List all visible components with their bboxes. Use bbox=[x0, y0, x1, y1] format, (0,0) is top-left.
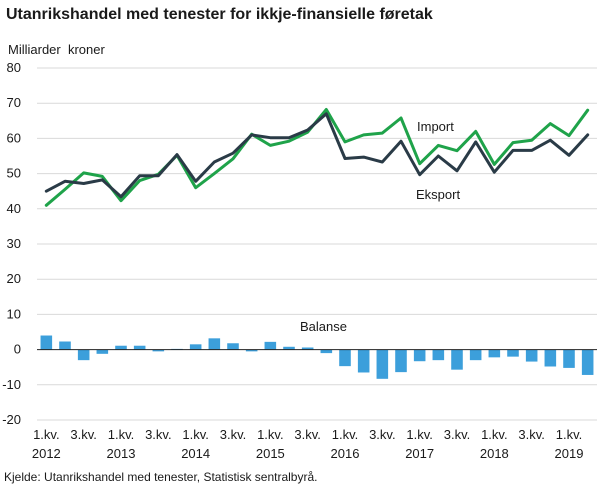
x-tick-label: 3.kv. bbox=[70, 427, 97, 442]
balance-bar bbox=[134, 346, 146, 350]
import-series-label: Import bbox=[417, 119, 454, 134]
x-tick-year-label: 2018 bbox=[480, 446, 509, 461]
x-tick-label: 1.kv. bbox=[182, 427, 209, 442]
y-tick-label: 10 bbox=[7, 306, 21, 321]
source-note: Kjelde: Utanrikshandel med tenester, Sta… bbox=[4, 470, 318, 484]
x-tick-year-label: 2013 bbox=[107, 446, 136, 461]
x-tick-label: 1.kv. bbox=[332, 427, 359, 442]
y-tick-label: -10 bbox=[2, 377, 21, 392]
balance-bar bbox=[97, 350, 109, 354]
balance-bar bbox=[358, 350, 370, 373]
x-tick-label: 3.kv. bbox=[294, 427, 321, 442]
balance-bar bbox=[78, 350, 90, 361]
x-tick-label: 1.kv. bbox=[108, 427, 135, 442]
x-tick-label: 3.kv. bbox=[220, 427, 247, 442]
x-tick-label: 3.kv. bbox=[444, 427, 471, 442]
balance-bar bbox=[265, 342, 277, 350]
y-tick-label: -20 bbox=[2, 412, 21, 427]
balance-bar bbox=[582, 350, 594, 375]
y-tick-label: 40 bbox=[7, 201, 21, 216]
balance-bar bbox=[115, 346, 127, 350]
balance-bar bbox=[489, 350, 501, 358]
balance-bar bbox=[470, 350, 482, 361]
x-tick-label: 1.kv. bbox=[33, 427, 60, 442]
x-tick-label: 1.kv. bbox=[556, 427, 583, 442]
balance-bar bbox=[414, 350, 426, 362]
x-tick-year-label: 2015 bbox=[256, 446, 285, 461]
x-tick-label: 1.kv. bbox=[481, 427, 508, 442]
x-tick-label: 1.kv. bbox=[257, 427, 284, 442]
y-tick-label: 60 bbox=[7, 130, 21, 145]
balance-bar bbox=[227, 343, 239, 349]
x-tick-year-label: 2019 bbox=[555, 446, 584, 461]
balance-bars bbox=[41, 336, 594, 379]
x-tick-year-label: 2016 bbox=[331, 446, 360, 461]
x-tick-label: 3.kv. bbox=[369, 427, 396, 442]
y-tick-label: 70 bbox=[7, 95, 21, 110]
x-tick-label: 3.kv. bbox=[518, 427, 545, 442]
export-series-label: Eksport bbox=[416, 187, 460, 202]
y-tick-labels: -20 -10 0 10 20 30 40 50 60 70 80 bbox=[2, 60, 21, 427]
balance-bar bbox=[209, 338, 221, 349]
y-tick-label: 30 bbox=[7, 236, 21, 251]
balance-bar bbox=[321, 350, 333, 354]
balance-bar bbox=[526, 350, 538, 362]
y-tick-label: 50 bbox=[7, 166, 21, 181]
x-tick-labels: 1.kv. 2012 3.kv. 1.kv. 2013 3.kv. 1.kv. 2014 3.k… bbox=[32, 427, 584, 461]
balance-bar bbox=[59, 342, 71, 350]
y-tick-label: 80 bbox=[7, 60, 21, 75]
balance-bar bbox=[545, 350, 557, 367]
balance-bar bbox=[377, 350, 389, 379]
x-tick-year-label: 2014 bbox=[181, 446, 210, 461]
balance-bar bbox=[433, 350, 445, 361]
export-line bbox=[46, 114, 587, 197]
balance-bar bbox=[339, 350, 351, 367]
balance-bar bbox=[190, 344, 202, 349]
x-tick-label: 1.kv. bbox=[406, 427, 433, 442]
balance-bar bbox=[507, 350, 519, 357]
x-tick-label: 3.kv. bbox=[145, 427, 172, 442]
balance-bar bbox=[451, 350, 463, 370]
x-tick-year-label: 2012 bbox=[32, 446, 61, 461]
balance-bar bbox=[41, 336, 53, 350]
balance-series-label: Balanse bbox=[300, 319, 347, 334]
y-tick-label: 20 bbox=[7, 271, 21, 286]
series-lines bbox=[46, 110, 587, 206]
x-tick-year-label: 2017 bbox=[405, 446, 434, 461]
y-tick-label: 0 bbox=[14, 342, 21, 357]
balance-bar bbox=[563, 350, 575, 368]
balance-bar bbox=[395, 350, 407, 373]
